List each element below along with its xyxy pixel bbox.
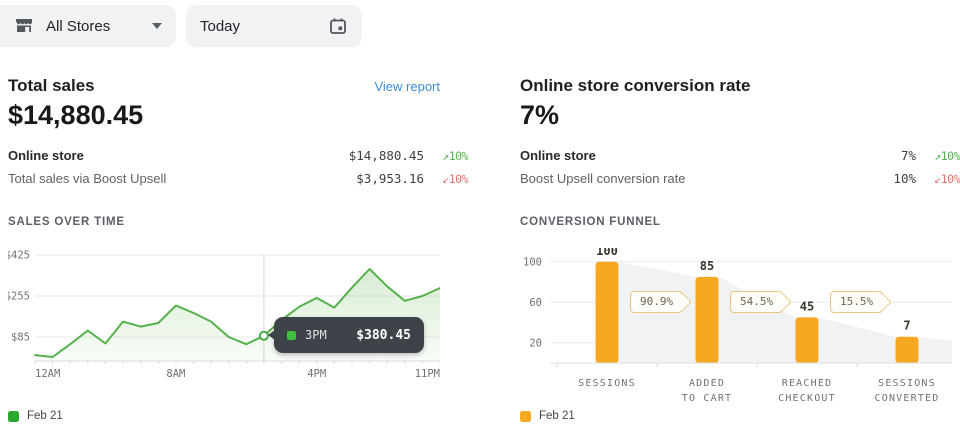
total-sales-panel: Total sales View report $14,880.45 Onlin… <box>5 70 469 431</box>
trend-up-icon: ↗ <box>442 149 449 163</box>
legend-swatch-green <box>8 410 19 422</box>
funnel-category-label: SESSIONS <box>578 378 636 389</box>
metric-value: 7% <box>900 148 916 163</box>
svg-text:45: 45 <box>800 299 814 313</box>
store-selector-label: All Stores <box>46 17 111 35</box>
metric-label: Boost Upsell conversion rate <box>520 171 686 186</box>
metric-label: Online store <box>520 148 596 163</box>
svg-text:4PM: 4PM <box>307 368 326 380</box>
metric-row-boost-upsell: Boost Upsell conversion rate 10% ↙10% <box>520 171 960 194</box>
tooltip-time: 3PM <box>305 328 327 342</box>
trend-down-badge: ↙10% <box>934 172 960 186</box>
tooltip-value: $380.45 <box>356 327 411 343</box>
view-report-link[interactable]: View report <box>374 79 440 94</box>
funnel-legend: Feb 21 <box>520 410 575 422</box>
metric-label: Total sales via Boost Upsell <box>8 171 167 186</box>
conversion-rate-badge: 54.5% <box>730 291 784 313</box>
legend-swatch-orange <box>520 410 531 422</box>
sales-over-time-chart: $425 $255 $85 12AM 8AM 4PM 11PM 3PM $380.45 <box>5 248 441 387</box>
trend-up-badge: ↗10% <box>442 149 468 163</box>
conversion-rate-metrics: Online store 7% ↗10% Boost Upsell conver… <box>520 148 960 194</box>
svg-text:20: 20 <box>529 337 542 349</box>
trend-up-icon: ↗ <box>934 149 941 163</box>
trend-down-icon: ↙ <box>934 172 941 186</box>
total-sales-metrics: Online store $14,880.45 ↗10% Total sales… <box>8 148 469 194</box>
store-selector-button[interactable]: All Stores <box>0 5 176 47</box>
svg-text:$425: $425 <box>8 250 30 262</box>
funnel-bar-chart[interactable]: 100 60 20 100 85 45 7 <box>520 244 952 370</box>
date-selector-label: Today <box>200 17 241 35</box>
storefront-icon <box>14 16 34 36</box>
funnel-category-labels: SESSIONS ADDED TO CART REACHED CHECKOUT SESSI… <box>520 376 952 410</box>
trend-up-badge: ↗10% <box>934 149 960 163</box>
metric-value: $3,953.16 <box>356 171 424 186</box>
chart-tooltip: 3PM $380.45 <box>268 317 424 353</box>
funnel-category-label: ADDED TO CART <box>681 378 733 404</box>
trend-down-badge: ↙10% <box>442 172 468 186</box>
metric-value: $14,880.45 <box>348 148 424 163</box>
svg-text:12AM: 12AM <box>35 368 60 380</box>
total-sales-title: Total sales <box>8 76 95 95</box>
metric-row-online-store: Online store $14,880.45 ↗10% <box>8 148 469 171</box>
total-sales-header: Total sales View report <box>8 76 440 96</box>
sales-line-chart[interactable]: $425 $255 $85 12AM 8AM 4PM 11PM <box>5 248 441 382</box>
svg-text:60: 60 <box>529 297 542 309</box>
svg-text:$255: $255 <box>8 291 30 303</box>
conversion-rate-value: 7% <box>520 100 560 130</box>
svg-text:8AM: 8AM <box>166 368 185 380</box>
sales-legend: Feb 21 <box>8 410 63 422</box>
conversion-rate-badge: 90.9% <box>630 291 684 313</box>
conversion-rate-panel: Online store conversion rate 7% Online s… <box>520 70 960 431</box>
total-sales-value: $14,880.45 <box>8 100 144 130</box>
series-dot-icon <box>287 330 296 340</box>
calendar-icon <box>328 16 348 36</box>
svg-text:100: 100 <box>596 248 618 258</box>
conversion-rate-title: Online store conversion rate <box>520 76 751 95</box>
date-selector-button[interactable]: Today <box>186 5 362 47</box>
metric-row-boost-upsell: Total sales via Boost Upsell $3,953.16 ↙… <box>8 171 469 194</box>
conversion-rate-header: Online store conversion rate <box>520 76 952 96</box>
svg-text:85: 85 <box>700 259 714 273</box>
metric-value: 10% <box>893 171 916 186</box>
svg-text:100: 100 <box>523 256 542 268</box>
svg-text:$85: $85 <box>11 332 30 344</box>
sales-over-time-title: SALES OVER TIME <box>8 216 125 228</box>
trend-down-icon: ↙ <box>442 172 449 186</box>
metric-label: Online store <box>8 148 84 163</box>
conversion-funnel-chart: 100 60 20 100 85 45 7 90.9% 54.5% 15.5% SESSIONS… <box>520 244 952 404</box>
metric-row-online-store: Online store 7% ↗10% <box>520 148 960 171</box>
legend-label: Feb 21 <box>539 410 575 422</box>
svg-text:11PM: 11PM <box>415 368 440 380</box>
conversion-rate-badge: 15.5% <box>830 291 884 313</box>
legend-label: Feb 21 <box>27 410 63 422</box>
funnel-category-label: REACHED CHECKOUT <box>778 378 836 404</box>
conversion-funnel-title: CONVERSION FUNNEL <box>520 216 661 228</box>
funnel-category-label: SESSIONS CONVERTED <box>874 378 940 404</box>
svg-text:7: 7 <box>903 319 910 333</box>
chevron-down-icon <box>152 23 162 29</box>
